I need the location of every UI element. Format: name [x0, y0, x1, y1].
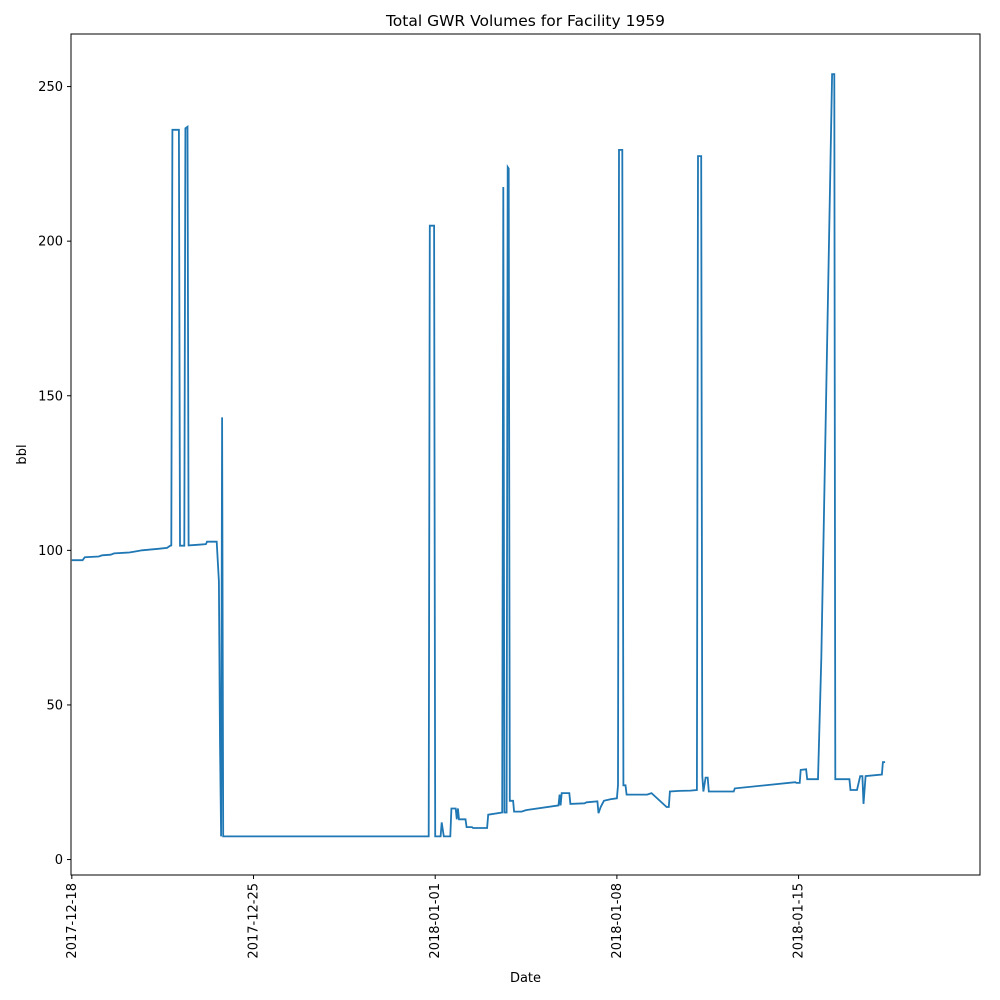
y-tick-label: 0: [55, 853, 63, 868]
y-axis-label: bbl: [15, 444, 30, 464]
x-axis-ticks: 2017-12-18 2017-12-25 2018-01-01 2018-01-08…: [65, 875, 807, 959]
x-tick-label: 2018-01-08: [610, 883, 625, 959]
x-axis-label: Date: [510, 971, 541, 986]
y-tick-label: 50: [46, 698, 63, 713]
axes-frame: [70, 33, 981, 876]
y-tick-label: 150: [38, 389, 63, 404]
x-tick-label: 2017-12-25: [247, 883, 262, 959]
x-tick-label: 2018-01-01: [428, 883, 443, 959]
series-line: [71, 73, 886, 838]
plot-area: [71, 73, 886, 838]
y-tick-label: 100: [38, 544, 63, 559]
x-tick-label: 2017-12-18: [65, 883, 80, 959]
chart-title: Total GWR Volumes for Facility 1959: [385, 12, 665, 30]
y-tick-label: 250: [38, 80, 63, 95]
x-tick-label: 2018-01-15: [792, 883, 807, 959]
y-tick-label: 200: [38, 235, 63, 250]
y-axis-ticks: 0 50 100 150 200 250: [38, 80, 71, 868]
